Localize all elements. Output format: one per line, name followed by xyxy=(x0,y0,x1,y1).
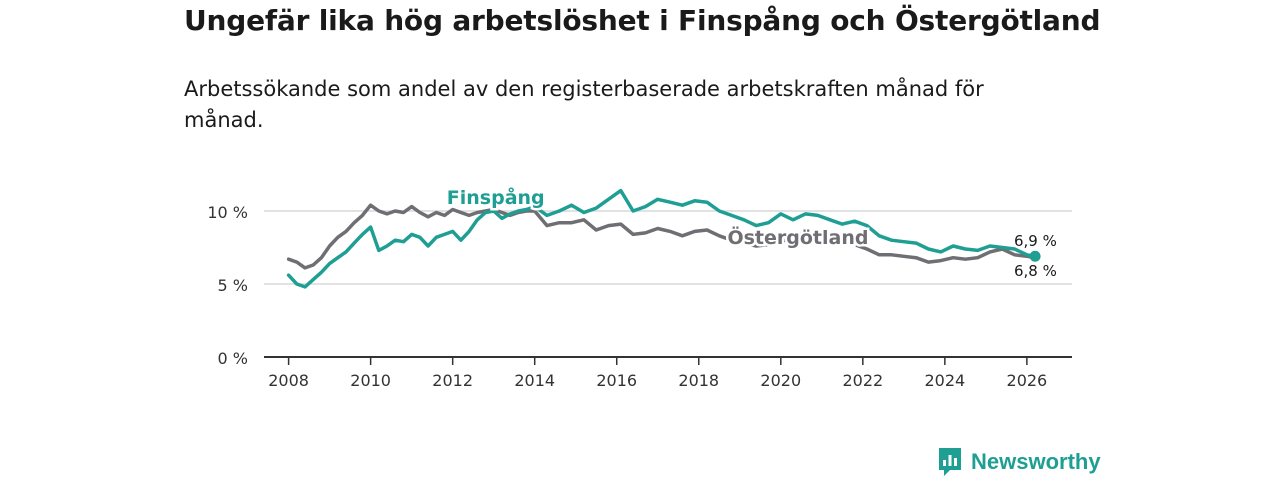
series-line-finspang xyxy=(286,188,1037,289)
series-label-finspang: Finspång xyxy=(447,185,545,209)
newsworthy-logo-icon xyxy=(939,448,961,476)
x-tick-label: 2020 xyxy=(760,371,801,390)
y-tick-label: 10 % xyxy=(207,203,248,222)
series-label-ostergotland: Östergötland xyxy=(727,225,868,249)
chart-title: Ungefär lika hög arbetslöshet i Finspång… xyxy=(184,4,1101,37)
series-line-ostergotland xyxy=(286,203,1037,270)
chart-subtitle: Arbetssökande som andel av den registerb… xyxy=(184,77,984,132)
end-label-finspang: 6,9 % xyxy=(1014,232,1057,250)
y-tick-label: 0 % xyxy=(218,349,248,368)
x-tick-label: 2010 xyxy=(350,371,391,390)
x-tick-label: 2018 xyxy=(678,371,719,390)
x-tick-label: 2014 xyxy=(514,371,555,390)
x-tick-label: 2012 xyxy=(432,371,473,390)
newsworthy-brand[interactable]: Newsworthy xyxy=(937,446,1101,478)
x-tick-label: 2016 xyxy=(596,371,637,390)
x-tick-label: 2008 xyxy=(268,371,309,390)
y-tick-label: 5 % xyxy=(218,276,248,295)
x-tick-label: 2026 xyxy=(1007,371,1048,390)
end-label-ostergotland: 6,8 % xyxy=(1014,262,1057,280)
end-marker-finspang xyxy=(1029,250,1041,262)
x-tick-label: 2022 xyxy=(842,371,883,390)
newsworthy-brand-name: Newsworthy xyxy=(971,449,1101,474)
x-tick-label: 2024 xyxy=(924,371,965,390)
